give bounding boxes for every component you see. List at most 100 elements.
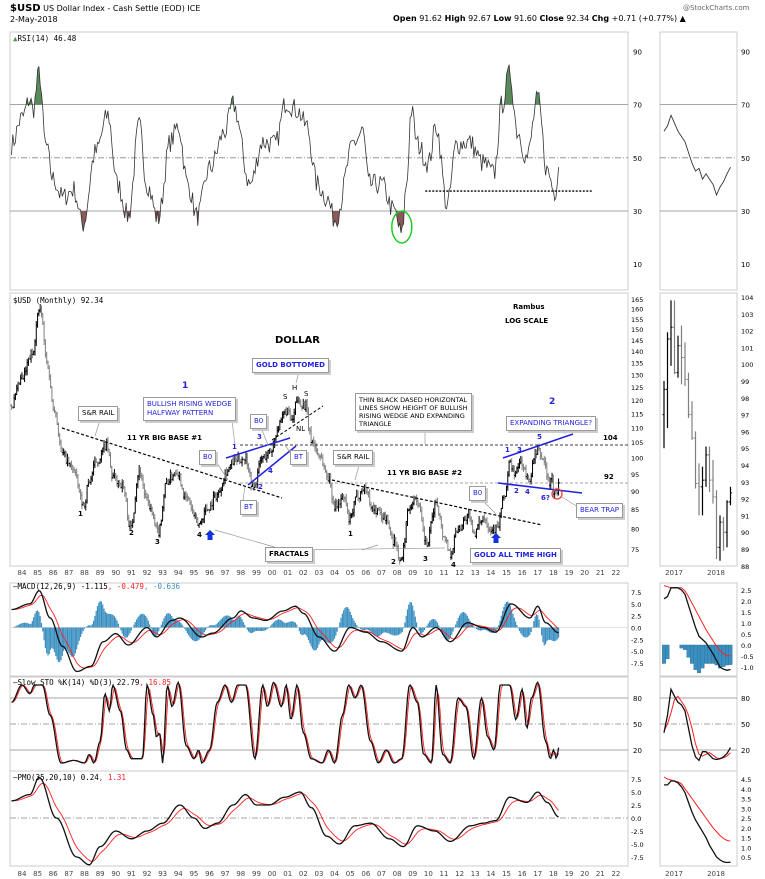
sr-rail-1-line — [61, 427, 283, 499]
rsi-highlight-circle — [391, 210, 413, 244]
mini-macd-line — [663, 587, 731, 671]
mini-pmo-signal-line — [663, 776, 731, 842]
rsi-axis-tick: 30 — [633, 208, 642, 216]
x-axis-tick: 17 — [533, 870, 542, 878]
price-x-tick: 90 — [111, 569, 120, 577]
pmo-signal-value: , 1.31 — [98, 773, 126, 782]
mini-price-bar — [715, 490, 718, 560]
price-x-tick: 85 — [33, 569, 42, 577]
annotation-log-scale: LOG SCALE — [505, 317, 549, 325]
price-axis-tick: 85 — [631, 506, 639, 514]
annotation-base-1: 11 YR BIG BASE #1 — [127, 434, 202, 442]
price-axis-tick: 95 — [631, 471, 639, 479]
rsi-line — [11, 64, 559, 233]
panel-pmo-frame — [9, 770, 629, 867]
x-axis-tick: 95 — [189, 870, 198, 878]
pmo-axis-tick: -7.5 — [631, 854, 644, 862]
price-axis-tick: 115 — [631, 410, 643, 418]
mini-price-bar — [662, 381, 666, 449]
mini-price-axis-tick: 96 — [741, 428, 749, 436]
price-axis-tick: 125 — [631, 384, 643, 392]
mini-price-bar — [697, 463, 701, 516]
mini-rsi-axis-tick: 90 — [741, 48, 750, 56]
mini-price-axis-tick: 89 — [741, 546, 749, 554]
price-bar — [163, 483, 167, 499]
price-x-tick: 10 — [424, 569, 433, 577]
annotation-thin-lines: THIN BLACK DASED HORIZONTAL LINES SHOW H… — [355, 393, 472, 431]
mini-macd-histogram-bar — [679, 644, 684, 649]
mini-price-axis-tick: 92 — [741, 496, 749, 504]
price-x-tick: 01 — [283, 569, 292, 577]
annotation-gold-bottomed: GOLD BOTTOMED — [252, 358, 329, 373]
pmo-line — [11, 776, 559, 866]
mini-pmo-axis-tick: 4.0 — [741, 786, 751, 794]
x-axis-tick: 90 — [111, 870, 120, 878]
sr-rail-2-line — [331, 479, 543, 526]
price-x-tick: 02 — [299, 569, 308, 577]
pmo-axis-tick: -2.5 — [631, 828, 644, 836]
pmo-axis-tick: 0.0 — [631, 815, 641, 823]
rsi-axis-tick: 10 — [633, 261, 642, 269]
x-axis-tick: 87 — [64, 870, 73, 878]
mini-price-bar — [687, 372, 690, 418]
x-axis-tick: 97 — [221, 870, 230, 878]
annotation-base-2: 11 YR BIG BASE #2 — [387, 469, 462, 477]
price-x-tick: 19 — [565, 569, 574, 577]
panel-macd-frame — [9, 582, 629, 677]
wave-label: 5 — [537, 433, 542, 441]
mini-pmo-axis-tick: 2.5 — [741, 815, 751, 823]
x-axis-tick: 08 — [393, 870, 402, 878]
x-axis-tick: 07 — [377, 870, 386, 878]
price-x-tick: 04 — [330, 569, 339, 577]
macd-axis-tick: -2.5 — [631, 636, 644, 644]
wave-label: 2 — [258, 483, 263, 491]
price-x-tick: 09 — [408, 569, 417, 577]
price-axis-tick: 150 — [631, 326, 643, 334]
price-x-tick: 92 — [143, 569, 152, 577]
annotation-gold-all-time-high: GOLD ALL TIME HIGH — [470, 548, 561, 563]
callout-pointer — [242, 486, 246, 501]
mini-macd-histogram-bar — [700, 644, 705, 669]
x-axis-tick: 85 — [33, 870, 42, 878]
mini-price-bar — [683, 342, 687, 387]
mini-pmo-axis-tick: 3.0 — [741, 805, 751, 813]
mini-macd-axis-tick: -0.5 — [741, 653, 754, 661]
mini-price-bar — [704, 446, 708, 487]
wave-label: 3 — [517, 446, 522, 454]
mini-price-bar — [680, 325, 683, 385]
annotation-pattern-1: 1 — [182, 381, 189, 391]
pmo-signal-line — [11, 782, 559, 862]
mini-macd-histogram-bar — [697, 644, 701, 673]
price-x-tick: 08 — [393, 569, 402, 577]
rsi-axis-tick: 50 — [633, 155, 642, 163]
mini-price-x-tick: 2017 — [665, 569, 683, 577]
callout-pointer — [291, 547, 446, 551]
open-label: Open — [393, 14, 417, 23]
x-axis-tick: 16 — [518, 870, 527, 878]
price-x-tick: 95 — [189, 569, 198, 577]
shoulder-label: S — [283, 393, 288, 401]
annotation-sr-rail-1: S&R RAIL — [78, 406, 119, 421]
x-axis-tick: 14 — [486, 870, 495, 878]
mini-macd-histogram-bar — [665, 644, 670, 660]
mini-price-axis-tick: 104 — [741, 294, 753, 302]
callout-pointer — [354, 461, 361, 481]
price-axis-tick: 100 — [631, 455, 643, 463]
x-axis-tick: 04 — [330, 870, 339, 878]
close-label: Close — [539, 14, 564, 23]
mini-macd-histogram-bar — [704, 644, 708, 664]
annotation-expanding-triangle: EXPANDING TRIANGLE? — [506, 416, 597, 431]
x-axis-tick: 92 — [143, 870, 152, 878]
mini-price-axis-tick: 101 — [741, 344, 753, 352]
sto-axis-tick: 50 — [633, 721, 642, 729]
price-bar — [557, 478, 561, 496]
sto-label: —Slow STO %K(14) %D(3) 22.79, 16.85 — [13, 678, 172, 687]
mini-price-bar — [673, 300, 676, 375]
mini-macd-axis-tick: 2.5 — [741, 587, 751, 595]
triangle-lower-line — [497, 482, 583, 494]
sto-d-value: , 16.85 — [139, 678, 172, 687]
price-x-tick: 07 — [377, 569, 386, 577]
mini-rsi-line — [663, 113, 731, 197]
price-axis-tick: 80 — [631, 525, 639, 533]
